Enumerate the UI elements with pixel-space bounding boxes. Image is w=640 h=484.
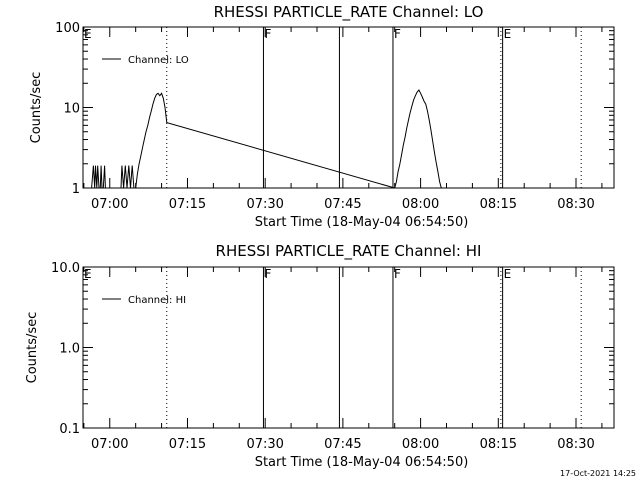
series-line: [91, 89, 449, 189]
x-axis-label: Start Time (18-May-04 06:54:50): [255, 455, 469, 470]
event-marker-label: F: [264, 267, 271, 281]
y-axis-label: Counts/sec: [25, 312, 40, 384]
y-tick-label: 10: [63, 102, 80, 117]
hi-channel-panel: RHESSI PARTICLE_RATE Channel: HI 0.1 1.0 10…: [25, 242, 615, 470]
event-marker-label: F: [394, 267, 401, 281]
corner-flag-label: E: [84, 27, 92, 41]
x-tick-label: 07:45: [324, 197, 361, 212]
y-tick-label: 100: [55, 21, 80, 36]
chart-title: RHESSI PARTICLE_RATE Channel: HI: [216, 242, 482, 261]
y-tick-label: 1: [72, 182, 80, 197]
x-axis-label: Start Time (18-May-04 06:54:50): [255, 215, 469, 230]
y-tick-label: 1.0: [59, 342, 80, 357]
plot-frame: [82, 266, 615, 429]
corner-flag-label: E: [84, 267, 92, 281]
y-tick-label: 10.0: [51, 261, 80, 276]
plot-frame: [82, 26, 615, 189]
event-marker-label: F: [264, 27, 271, 41]
event-marker-label: E: [504, 27, 512, 41]
legend-label: Channel: HI: [128, 295, 186, 306]
x-tick-label: 08:00: [402, 197, 439, 212]
x-tick-label: 07:00: [91, 437, 128, 452]
chart-title: RHESSI PARTICLE_RATE Channel: LO: [214, 3, 484, 22]
lo-channel-panel: RHESSI PARTICLE_RATE Channel: LO 1 10 100 07…: [29, 3, 615, 230]
x-tick-label: 08:00: [402, 437, 439, 452]
x-tick-label: 08:30: [557, 437, 594, 452]
y-tick-label: 0.1: [59, 422, 80, 437]
x-tick-label: 07:45: [324, 437, 361, 452]
x-tick-label: 07:30: [246, 197, 283, 212]
x-tick-label: 07:30: [246, 437, 283, 452]
x-tick-label: 08:15: [480, 437, 517, 452]
x-tick-label: 07:15: [169, 437, 206, 452]
x-tick-label: 07:15: [169, 197, 206, 212]
footer-timestamp: 17-Oct-2021 14:25: [560, 469, 636, 478]
legend-label: Channel: LO: [128, 55, 189, 66]
y-axis-label: Counts/sec: [29, 72, 44, 144]
x-tick-label: 07:00: [91, 197, 128, 212]
event-marker-label: E: [504, 267, 512, 281]
x-tick-label: 08:30: [557, 197, 594, 212]
x-tick-label: 08:15: [480, 197, 517, 212]
event-marker-label: F: [394, 27, 401, 41]
